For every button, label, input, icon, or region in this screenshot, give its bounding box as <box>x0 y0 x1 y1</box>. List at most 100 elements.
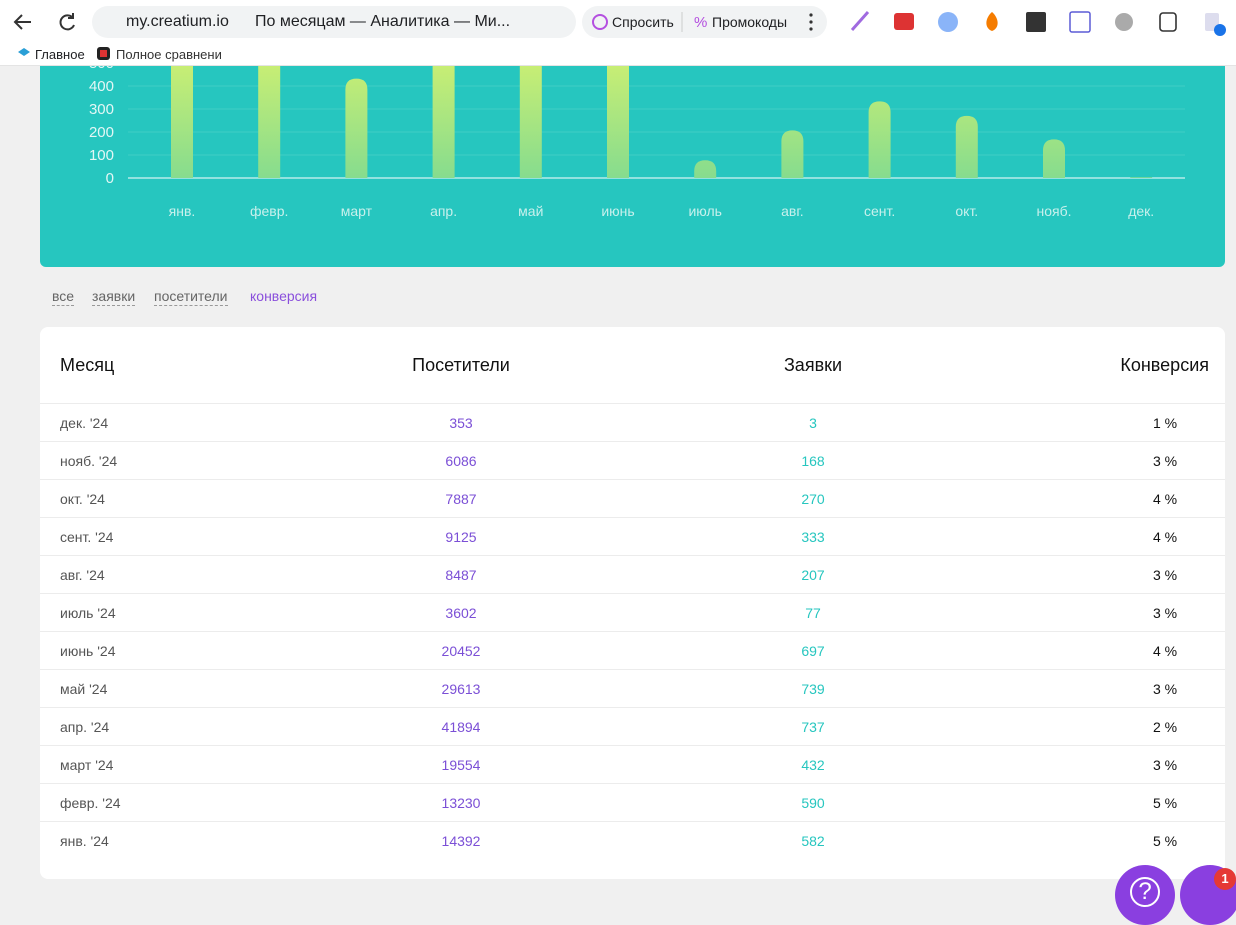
bar <box>258 42 281 178</box>
month-cell: май '24 <box>60 681 108 697</box>
visitors-cell: 20452 <box>441 643 481 659</box>
x-tick-label: сент. <box>864 203 895 219</box>
help-button[interactable]: ? <box>1115 865 1175 925</box>
month-cell: авг. '24 <box>60 567 105 583</box>
bar <box>1130 177 1153 178</box>
visitors-cell: 3602 <box>445 605 477 621</box>
requests-cell: 3 <box>809 415 817 431</box>
x-tick-label: март <box>341 203 373 219</box>
requests-cell: 207 <box>801 567 825 583</box>
browser-toolbar: % my.creatium.io По месяцам — Аналитика … <box>0 0 1236 66</box>
visitors-cell: 41894 <box>441 719 481 735</box>
bar <box>345 78 368 178</box>
table-row: окт. '24 7887 270 4 % <box>40 479 1225 518</box>
y-tick-label: 300 <box>89 101 114 118</box>
month-cell: апр. '24 <box>60 719 110 735</box>
y-tick-label: 400 <box>89 78 114 95</box>
x-tick-label: янв. <box>169 203 196 219</box>
visitors-cell: 8487 <box>445 567 477 583</box>
address-bar[interactable] <box>92 6 576 38</box>
filter-link[interactable]: конверсия <box>250 288 318 304</box>
requests-cell: 737 <box>801 719 825 735</box>
page-title: По месяцам — Аналитика — Ми... <box>255 13 511 30</box>
y-tick-label: 0 <box>106 170 114 187</box>
chart-panel <box>40 0 1225 267</box>
table-row: июнь '24 20452 697 4 % <box>40 631 1225 670</box>
conversion-cell: 3 % <box>1152 757 1178 773</box>
bar <box>1043 139 1065 178</box>
requests-cell: 432 <box>801 757 825 773</box>
visitors-cell: 13230 <box>441 795 481 811</box>
requests-cell: 77 <box>805 605 821 621</box>
conversion-cell: 3 % <box>1152 453 1178 469</box>
table-row: май '24 29613 739 3 % <box>40 669 1225 708</box>
visitors-cell: 6086 <box>445 453 477 469</box>
column-header: Посетители <box>412 355 510 375</box>
table-card: Месяц Посетители Заявки Конверсия дек. '… <box>40 327 1225 879</box>
conversion-cell: 1 % <box>1152 415 1178 431</box>
conversion-cell: 3 % <box>1152 605 1178 621</box>
promo-button[interactable]: Промокоды <box>712 14 788 30</box>
conversion-cell: 4 % <box>1152 529 1178 545</box>
x-tick-label: апр. <box>430 203 457 219</box>
requests-cell: 739 <box>801 681 825 697</box>
conversion-cell: 4 % <box>1152 643 1178 659</box>
x-tick-label: февр. <box>250 203 288 219</box>
visitors-cell: 7887 <box>445 491 477 507</box>
x-tick-label: май <box>518 203 543 219</box>
url: my.creatium.io <box>126 13 229 30</box>
requests-cell: 697 <box>801 643 825 659</box>
toolbar-icons: % <box>13 6 1226 60</box>
visitors-cell: 9125 <box>445 529 477 545</box>
visitors-cell: 19554 <box>441 757 481 773</box>
column-header: Заявки <box>783 355 843 375</box>
bookmark[interactable]: Главное <box>35 47 85 62</box>
filter-link[interactable]: заявки <box>92 288 136 306</box>
bookmark[interactable]: Полное сравнени <box>116 47 222 62</box>
x-tick-label: июнь <box>601 203 634 219</box>
help-icon: ? <box>1130 877 1160 907</box>
table-row: нояб. '24 6086 168 3 % <box>40 441 1225 480</box>
table-row: янв. '24 14392 582 5 % <box>40 821 1225 860</box>
table-row: дек. '24 353 3 1 % <box>40 403 1225 442</box>
x-tick-label: нояб. <box>1036 203 1071 219</box>
month-cell: март '24 <box>60 757 114 773</box>
x-tick-label: окт. <box>955 203 978 219</box>
bar <box>171 44 193 178</box>
conversion-cell: 4 % <box>1152 491 1178 507</box>
table-row: февр. '24 13230 590 5 % <box>40 783 1225 822</box>
visitors-cell: 353 <box>449 415 473 431</box>
table-row: март '24 19554 432 3 % <box>40 745 1225 784</box>
month-cell: июль '24 <box>60 605 116 621</box>
conversion-cell: 3 % <box>1152 567 1178 583</box>
x-tick-label: авг. <box>781 203 804 219</box>
requests-cell: 582 <box>801 833 825 849</box>
requests-cell: 168 <box>801 453 825 469</box>
month-cell: июнь '24 <box>60 643 116 659</box>
bar <box>868 101 891 178</box>
table-row: апр. '24 41894 737 2 % <box>40 707 1225 746</box>
filter-link[interactable]: посетители <box>154 288 228 306</box>
requests-cell: 333 <box>801 529 825 545</box>
month-cell: янв. '24 <box>60 833 109 849</box>
x-tick-label: июль <box>688 203 721 219</box>
conversion-cell: 3 % <box>1152 681 1178 697</box>
x-tick-label: дек. <box>1128 203 1154 219</box>
month-cell: сент. '24 <box>60 529 114 545</box>
filter-link[interactable]: все <box>52 288 75 306</box>
svg-text:%: % <box>694 14 707 31</box>
ask-button[interactable]: Спросить <box>612 14 674 30</box>
table-row: июль '24 3602 77 3 % <box>40 593 1225 632</box>
conversion-cell: 5 % <box>1152 795 1178 811</box>
conversion-cell: 2 % <box>1152 719 1178 735</box>
bar <box>781 130 804 178</box>
table-row: авг. '24 8487 207 3 % <box>40 555 1225 594</box>
visitors-cell: 14392 <box>441 833 481 849</box>
notification-badge: 1 <box>1214 868 1236 890</box>
requests-cell: 590 <box>801 795 825 811</box>
column-header: Месяц <box>60 355 115 375</box>
y-tick-label: 200 <box>89 124 114 141</box>
month-cell: нояб. '24 <box>60 453 118 469</box>
requests-cell: 270 <box>801 491 825 507</box>
